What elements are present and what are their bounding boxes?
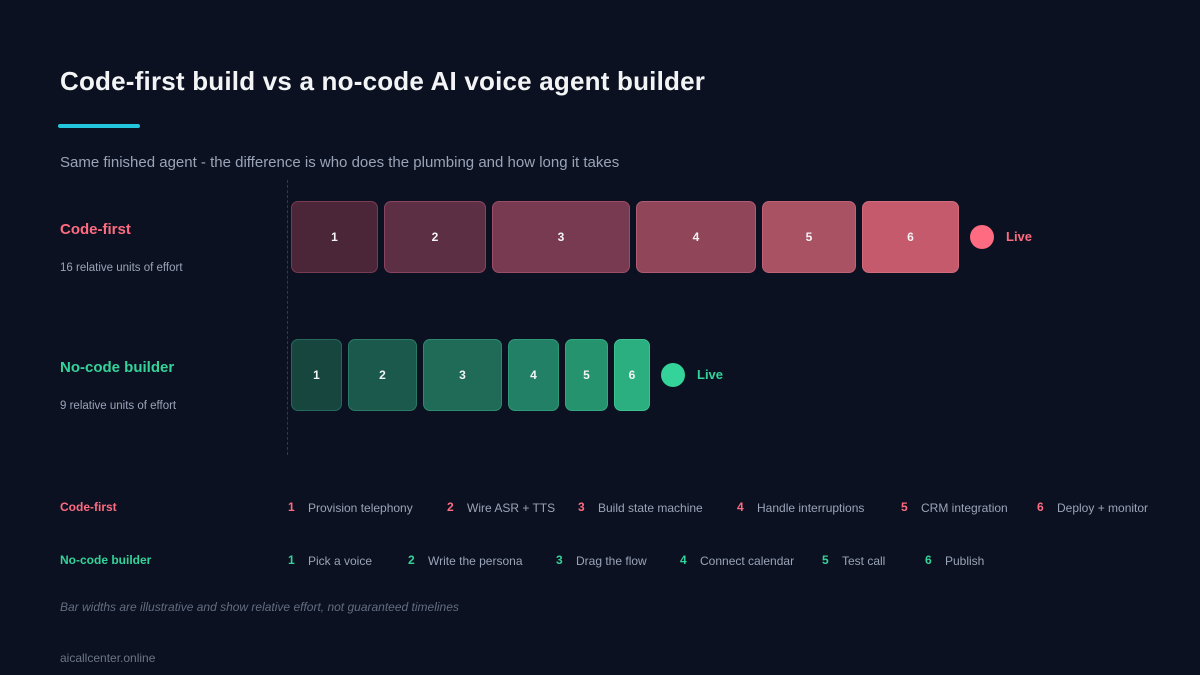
live-label-code-first: Live — [1006, 229, 1033, 244]
title-underline — [58, 124, 140, 128]
bar-code-first-step-6: 6 — [862, 201, 959, 273]
bar-label: 6 — [907, 230, 914, 244]
bar-label: 1 — [313, 368, 320, 382]
bar-code-first-step-4: 4 — [636, 201, 756, 273]
effort-label-code-first: 16 relative units of effort — [60, 262, 183, 274]
series-label-code-first: Code-first — [60, 221, 131, 238]
legend-title-no-code: No-code builder — [60, 553, 152, 567]
axis-divider — [287, 180, 288, 455]
legend-text-no-code-6: Publish — [945, 554, 985, 568]
bar-no-code-step-2: 2 — [348, 339, 417, 411]
bar-no-code-step-5: 5 — [565, 339, 608, 411]
chart-subtitle: Same finished agent - the difference is … — [60, 154, 620, 171]
legend-text-code-first-4: Handle interruptions — [757, 501, 865, 515]
bar-label: 3 — [557, 230, 565, 244]
legend-text-code-first-1: Provision telephony — [308, 501, 413, 515]
legend-text-no-code-1: Pick a voice — [308, 554, 373, 568]
bar-no-code-step-4: 4 — [508, 339, 559, 411]
legend-text-code-first-6: Deploy + monitor — [1057, 501, 1149, 515]
bar-no-code-step-3: 3 — [423, 339, 502, 411]
legend-text-no-code-4: Connect calendar — [700, 554, 795, 568]
legend-number-code-first-2: 2 — [447, 500, 454, 514]
live-dot-code-first — [970, 225, 994, 249]
bar-label: 1 — [331, 230, 338, 244]
bar-label: 5 — [583, 368, 590, 382]
legend-title-code-first: Code-first — [60, 500, 117, 514]
legend-number-code-first-5: 5 — [901, 500, 908, 514]
bar-label: 5 — [805, 230, 813, 244]
legend-number-code-first-1: 1 — [288, 500, 295, 514]
bar-code-first-step-5: 5 — [762, 201, 856, 273]
legend-text-code-first-3: Build state machine — [598, 501, 703, 515]
legend-number-code-first-6: 6 — [1037, 500, 1044, 514]
bar-label: 4 — [692, 230, 700, 244]
bar-no-code-step-6: 6 — [614, 339, 650, 411]
legend-number-no-code-3: 3 — [556, 553, 563, 567]
bar-label: 3 — [459, 368, 466, 382]
bar-no-code-step-1: 1 — [291, 339, 342, 411]
live-dot-no-code — [661, 363, 685, 387]
bar-code-first-step-3: 3 — [492, 201, 630, 273]
legend-text-no-code-2: Write the persona — [428, 554, 523, 568]
bar-label: 2 — [431, 230, 439, 244]
legend-number-no-code-6: 6 — [925, 553, 932, 567]
legend-number-no-code-5: 5 — [822, 553, 829, 567]
chart-title: Code-first build vs a no-code AI voice a… — [60, 66, 706, 96]
legend-text-code-first-2: Wire ASR + TTS — [467, 501, 556, 515]
legend-number-no-code-4: 4 — [680, 553, 687, 567]
legend-text-code-first-5: CRM integration — [921, 501, 1008, 515]
source-label: aicallcenter.online — [60, 651, 156, 665]
bar-label: 2 — [379, 368, 386, 382]
legend-number-no-code-2: 2 — [408, 553, 415, 567]
live-label-no-code: Live — [697, 367, 724, 382]
legend-number-code-first-4: 4 — [737, 500, 744, 514]
series-label-no-code: No-code builder — [60, 359, 175, 376]
bar-label: 6 — [628, 368, 636, 382]
legend-number-no-code-1: 1 — [288, 553, 295, 567]
bar-code-first-step-1: 1 — [291, 201, 378, 273]
legend-text-no-code-5: Test call — [842, 554, 886, 568]
footnote: Bar widths are illustrative and show rel… — [60, 600, 459, 614]
legend-number-code-first-3: 3 — [578, 500, 585, 514]
legend-text-no-code-3: Drag the flow — [576, 554, 647, 568]
bar-label: 4 — [530, 368, 537, 382]
bar-code-first-step-2: 2 — [384, 201, 486, 273]
effort-label-no-code: 9 relative units of effort — [60, 400, 177, 412]
